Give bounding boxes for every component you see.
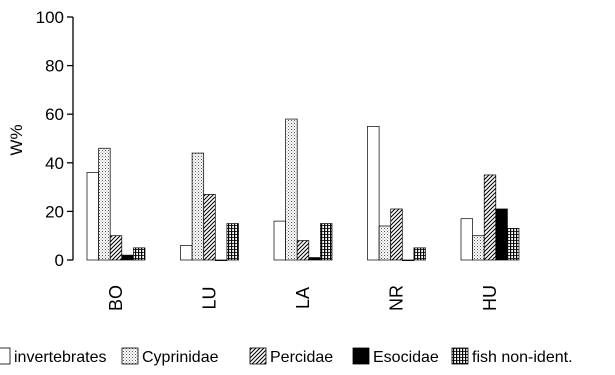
x-tick-label-hu: HU [480, 285, 500, 311]
bar-la-invertebrates [273, 220, 286, 261]
bar-lu-invertebrates [180, 245, 193, 261]
bar-hu-esocidae [495, 208, 508, 261]
bar-la-percidae [296, 240, 310, 261]
bar-bo-percidae [109, 235, 123, 261]
bar-bo-invertebrates [86, 172, 99, 261]
y-tick-label: 40 [45, 154, 64, 173]
legend-label-cyprinidae: Cyprinidae [142, 349, 219, 366]
bar-hu-cyprinidae [472, 235, 485, 261]
bar-nr-cyprinidae [378, 225, 392, 261]
bar-la-fish-non-ident [320, 223, 333, 261]
legend-swatch-fish-non-ident [451, 347, 469, 365]
bars [86, 118, 520, 261]
y-tick-label: 80 [45, 57, 64, 76]
bar-nr-percidae [390, 208, 403, 261]
bar-nr-fish-non-ident [413, 247, 426, 261]
bar-hu-percidae [483, 174, 497, 261]
legend-swatch-invertebrates [0, 347, 11, 365]
bar-bo-cyprinidae [98, 147, 111, 261]
legend-swatch-esocidae [352, 347, 370, 365]
legend: invertebrates Cyprinidae Percidae Esocidae f… [0, 347, 573, 366]
bar-lu-cyprinidae [191, 152, 205, 261]
y-tick-label: 20 [45, 202, 64, 221]
bar-nr-invertebrates [367, 125, 380, 261]
legend-label-fish-non-ident: fish non-ident. [472, 349, 573, 366]
x-tick-label-nr: NR [387, 285, 407, 311]
bar-hu-fish-non-ident [507, 228, 520, 261]
bar-lu-fish-non-ident [226, 223, 239, 261]
bar-hu-invertebrates [460, 218, 473, 261]
bar-lu-esocidae [214, 259, 228, 261]
bar-nr-esocidae [401, 259, 415, 261]
x-tick-label-bo: BO [106, 285, 126, 311]
legend-label-invertebrates: invertebrates [14, 349, 107, 366]
bar-lu-percidae [203, 194, 216, 261]
legend-swatch-percidae [249, 347, 267, 365]
y-axis-title: W% [7, 124, 26, 155]
x-tick-label-lu: LU [200, 286, 220, 309]
bar-bo-fish-non-ident [133, 247, 146, 261]
legend-label-percidae: Percidae [270, 349, 333, 366]
x-tick-label-la: LA [293, 287, 313, 309]
legend-swatch-cyprinidae [121, 347, 139, 365]
bar-la-cyprinidae [285, 118, 298, 261]
bar-bo-esocidae [121, 254, 134, 261]
x-axis-labels: BO LU LA NR HU [106, 285, 500, 311]
y-tick-label: 60 [45, 105, 64, 124]
y-tick-label: 0 [55, 251, 64, 270]
legend-label-esocidae: Esocidae [373, 349, 439, 366]
y-tick-label: 100 [36, 8, 64, 27]
bar-la-esocidae [308, 257, 321, 261]
y-axis: 0 20 40 60 80 100 [36, 8, 74, 270]
